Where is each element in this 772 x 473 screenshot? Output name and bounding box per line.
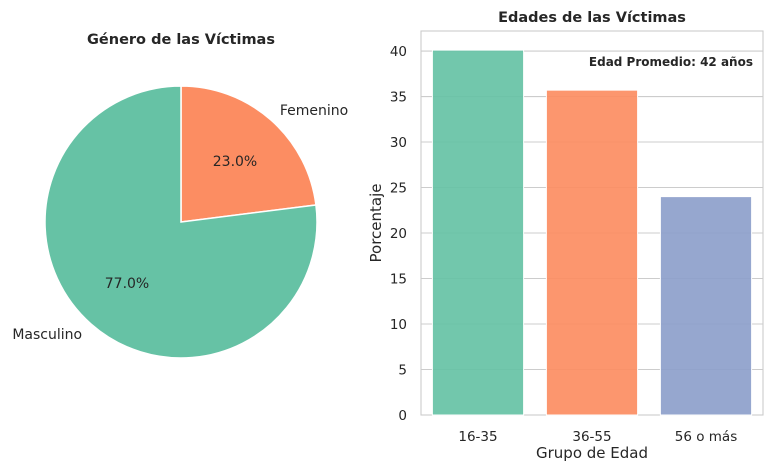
bar-16-35: [431, 49, 525, 416]
y-axis-label: Porcentaje: [367, 184, 385, 263]
y-tick-15: 15: [390, 272, 407, 288]
y-tick-5: 5: [398, 363, 407, 379]
bar-36-55: [545, 89, 639, 416]
y-tick-40: 40: [390, 44, 407, 60]
pie-slice-masculino: [44, 85, 318, 359]
pie-label-femenino: Femenino: [280, 103, 348, 119]
x-tick-16-35: 16-35: [458, 429, 497, 445]
bar-title: Edades de las Víctimas: [498, 10, 686, 26]
pie-slices: [44, 85, 318, 359]
bar-chart: Edades de las Víctimas 0510152025303540 …: [367, 10, 764, 462]
x-axis-label: Grupo de Edad: [536, 444, 648, 462]
x-tick-56-o-más: 56 o más: [675, 429, 737, 445]
pie-labels: Femenino 23.0% Masculino 77.0%: [12, 103, 348, 343]
x-tick-labels: 16-35 36-55 56 o más: [458, 429, 737, 445]
bar-56-o-más: [659, 196, 753, 416]
y-tick-35: 35: [390, 90, 407, 106]
pie-title: Género de las Víctimas: [87, 32, 275, 48]
y-tick-20: 20: [390, 226, 407, 242]
y-tick-0: 0: [398, 408, 407, 424]
y-tick-30: 30: [390, 135, 407, 151]
pie-label-masculino: Masculino: [12, 327, 82, 343]
average-age-annotation: Edad Promedio: 42 años: [589, 55, 753, 69]
y-tick-25: 25: [390, 181, 407, 197]
bars: [431, 49, 753, 416]
pie-value-femenino: 23.0%: [213, 154, 257, 170]
pie-value-masculino: 77.0%: [105, 276, 149, 292]
pie-slice-femenino: [180, 85, 317, 223]
y-tick-10: 10: [390, 317, 407, 333]
x-tick-36-55: 36-55: [572, 429, 611, 445]
y-tick-labels: 0 5 10 15 20 25 30 35 40: [390, 44, 407, 424]
pie-chart: Género de las Víctimas Femenino 23.0% Masc…: [12, 32, 348, 359]
